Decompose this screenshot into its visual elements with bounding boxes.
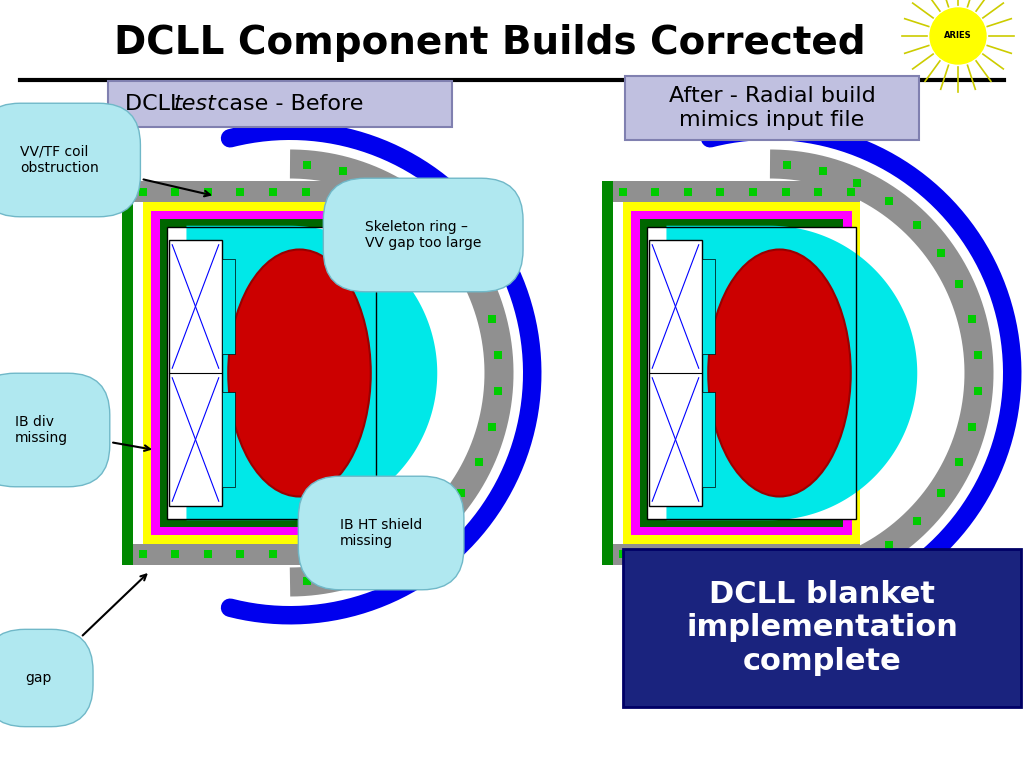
Bar: [168, 227, 377, 519]
Bar: [632, 210, 852, 535]
Ellipse shape: [228, 250, 371, 496]
Bar: [613, 181, 860, 202]
Text: IB HT shield
missing: IB HT shield missing: [340, 506, 422, 548]
Text: ARIES: ARIES: [944, 31, 972, 41]
Bar: [649, 240, 701, 506]
Bar: [221, 259, 234, 354]
Text: DCLL Component Builds Corrected: DCLL Component Builds Corrected: [115, 24, 866, 62]
Text: IB div
missing: IB div missing: [15, 415, 150, 451]
Bar: [640, 219, 843, 527]
Bar: [647, 227, 856, 519]
Bar: [221, 392, 234, 487]
Text: DCLL: DCLL: [125, 94, 189, 114]
Polygon shape: [667, 226, 918, 520]
Bar: [168, 227, 377, 519]
Bar: [701, 259, 715, 354]
Text: After - Radial build
mimics input file: After - Radial build mimics input file: [669, 87, 876, 130]
Text: gap: gap: [25, 574, 146, 685]
Bar: [160, 219, 364, 527]
Circle shape: [930, 8, 986, 64]
Bar: [133, 544, 380, 565]
Polygon shape: [186, 226, 437, 520]
Text: DCLL blanket
implementation
complete: DCLL blanket implementation complete: [686, 580, 957, 676]
Text: Skeleton ring –
VV gap too large: Skeleton ring – VV gap too large: [365, 220, 481, 256]
Bar: [152, 210, 372, 535]
Text: VV/TF coil
obstruction: VV/TF coil obstruction: [20, 145, 210, 197]
Text: case - Before: case - Before: [210, 94, 364, 114]
FancyBboxPatch shape: [625, 76, 919, 140]
Bar: [133, 181, 380, 202]
Bar: [613, 544, 860, 565]
FancyBboxPatch shape: [623, 549, 1021, 707]
Bar: [701, 392, 715, 487]
Ellipse shape: [709, 250, 851, 496]
Bar: [602, 181, 613, 565]
Bar: [142, 202, 380, 544]
Bar: [122, 181, 133, 565]
Text: test: test: [174, 94, 217, 114]
FancyBboxPatch shape: [108, 81, 452, 127]
Bar: [647, 227, 856, 519]
Bar: [169, 240, 221, 506]
Bar: [623, 202, 860, 544]
